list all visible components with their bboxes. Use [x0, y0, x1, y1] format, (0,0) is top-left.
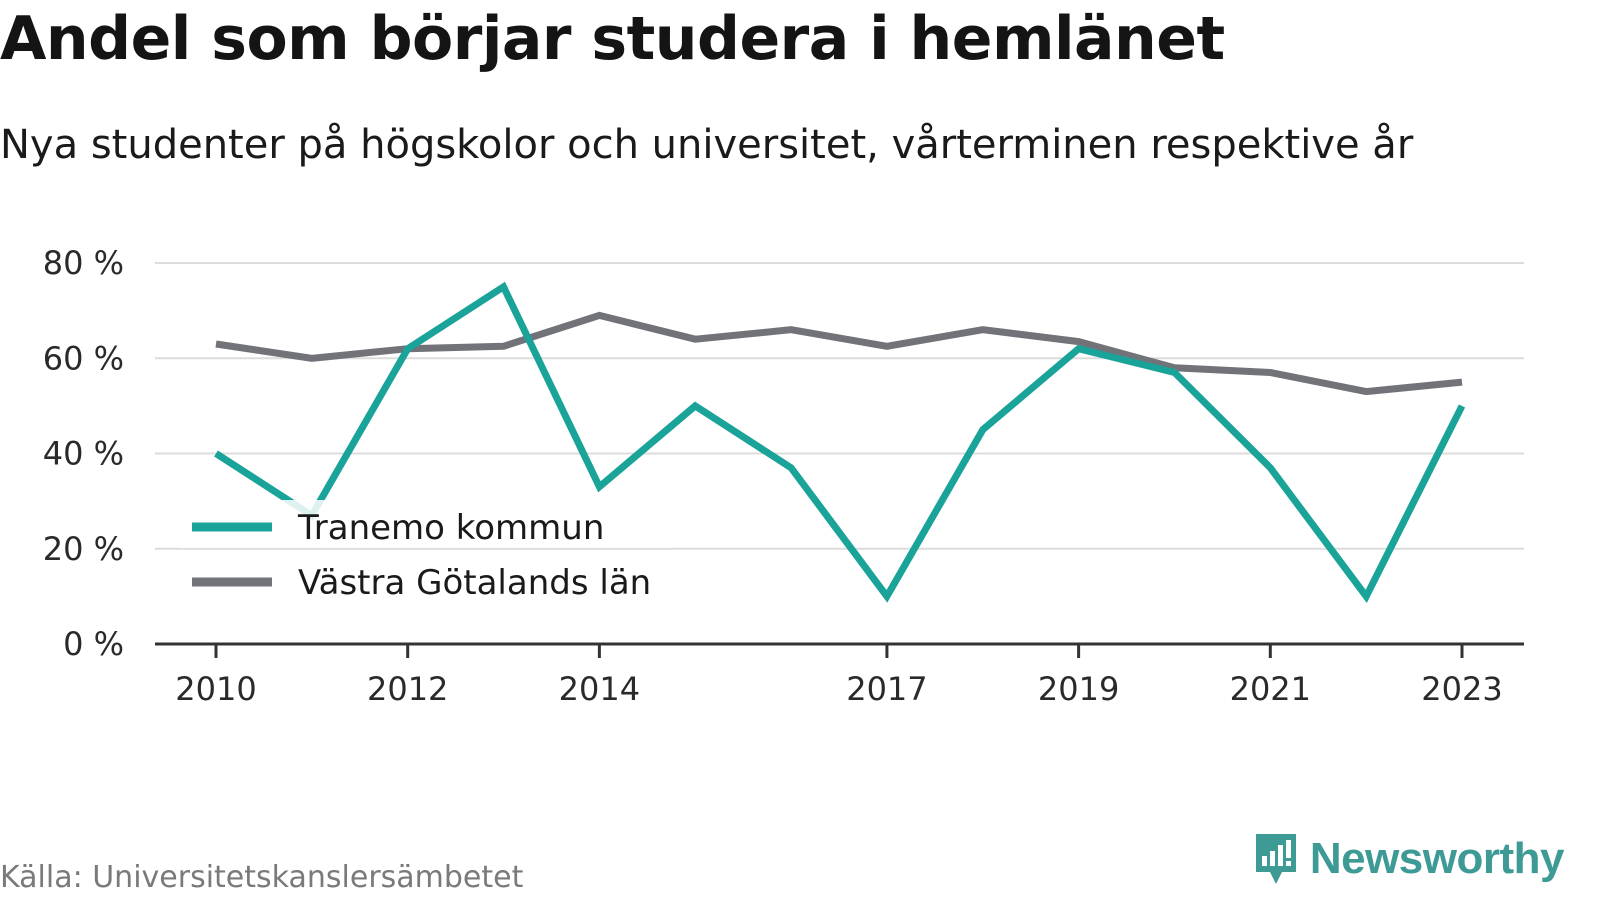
- y-tick-label: 80 %: [43, 244, 124, 282]
- bar-chart-logo-icon: [1255, 834, 1296, 884]
- x-tick-label: 2014: [559, 670, 640, 708]
- y-axis-ticks: 0 % 20 % 40 % 60 % 80 %: [43, 244, 124, 663]
- source-note: Källa: Universitetskanslersämbetet: [0, 860, 524, 895]
- y-tick-label: 0 %: [63, 625, 124, 663]
- legend-label-vastra-gotaland: Västra Götalands län: [298, 563, 651, 603]
- y-tick-label: 40 %: [43, 435, 124, 473]
- gridlines: [155, 262, 1524, 550]
- legend-label-tranemo: Tranemo kommun: [297, 508, 604, 548]
- x-tick-label: 2023: [1421, 670, 1502, 708]
- brand-name: Newsworthy: [1309, 834, 1565, 883]
- chart-title: Andel som börjar studera i hemlänet: [0, 4, 1225, 74]
- x-tick-label: 2010: [175, 670, 256, 708]
- legend: Tranemo kommun Västra Götalands län: [180, 500, 672, 603]
- x-tick-label: 2017: [846, 670, 927, 708]
- x-tick-label: 2021: [1230, 670, 1311, 708]
- y-tick-label: 20 %: [43, 530, 124, 568]
- series-line-vastra-gotaland: [215, 311, 1463, 396]
- series-lines: [214, 281, 1466, 604]
- x-tick-label: 2019: [1038, 670, 1119, 708]
- brand-logo: Newsworthy: [1252, 832, 1565, 886]
- x-tick-label: 2012: [367, 670, 448, 708]
- series-line-tranemo: [214, 281, 1466, 604]
- y-tick-label: 60 %: [43, 339, 124, 377]
- x-axis: 2010 2012 2014 2017 2019 2021 2023: [155, 642, 1524, 708]
- chart-subtitle: Nya studenter på högskolor och universit…: [0, 122, 1414, 168]
